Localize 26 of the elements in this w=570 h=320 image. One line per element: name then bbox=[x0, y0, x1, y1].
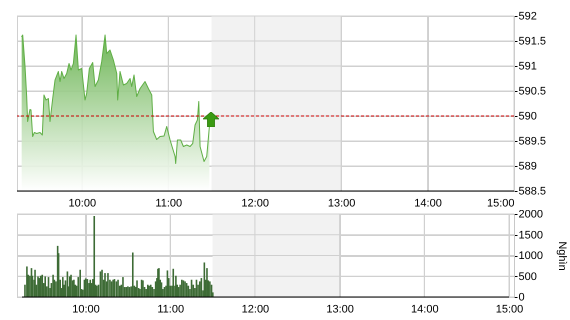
y-tick-label: 590 bbox=[518, 110, 537, 122]
x-tick-label: 12:00 bbox=[242, 304, 270, 316]
y-tick-label: 588.5 bbox=[518, 186, 546, 198]
y-axis-title: Nghìn bbox=[556, 241, 568, 271]
x-tick-label: 15:00 bbox=[496, 304, 524, 316]
x-tick-label: 15:00 bbox=[486, 198, 514, 210]
x-tick-label: 11:00 bbox=[155, 198, 182, 210]
x-tick-label: 13:00 bbox=[326, 304, 354, 316]
y-tick-label: 0 bbox=[518, 292, 525, 304]
x-tick-label: 12:00 bbox=[241, 198, 269, 210]
x-tick-label: 13:00 bbox=[328, 198, 356, 210]
x-tick-label: 14:00 bbox=[411, 304, 439, 316]
y-tick-label: 500 bbox=[518, 270, 537, 283]
x-tick-label: 14:00 bbox=[414, 198, 442, 210]
y-tick-label: 1000 bbox=[518, 250, 543, 262]
x-tick-label: 11:00 bbox=[157, 304, 184, 316]
x-tick-label: 10:00 bbox=[72, 304, 100, 316]
y-tick-label: 590.5 bbox=[518, 86, 546, 98]
y-tick-label: 591.5 bbox=[518, 36, 546, 48]
x-tick-label: 10:00 bbox=[68, 198, 96, 210]
y-tick-label: 589 bbox=[518, 160, 537, 172]
y-tick-label: 1500 bbox=[518, 229, 543, 242]
y-tick-label: 589.5 bbox=[518, 136, 546, 148]
y-tick-label: 591 bbox=[518, 60, 537, 72]
y-tick-label: 592 bbox=[518, 10, 537, 22]
y-tick-label: 2000 bbox=[518, 208, 543, 220]
